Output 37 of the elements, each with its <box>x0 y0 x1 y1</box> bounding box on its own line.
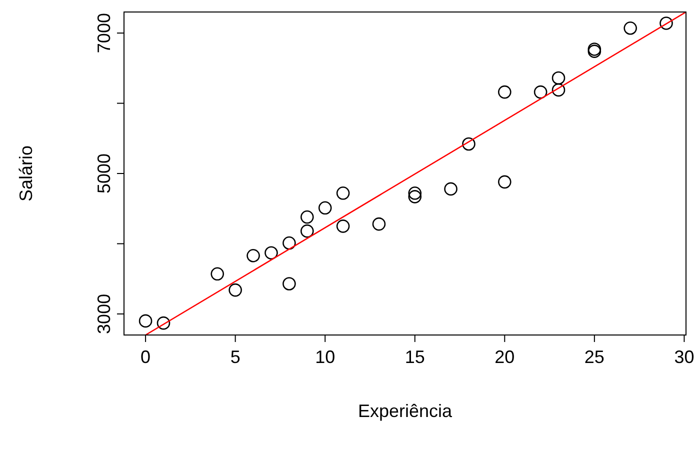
point <box>156 316 170 330</box>
point <box>462 137 476 151</box>
y-tick-label: 5000 <box>94 153 114 194</box>
point <box>498 175 512 189</box>
y-axis-title: Salário <box>16 145 36 202</box>
point <box>228 283 242 297</box>
x-tick-label: 10 <box>315 347 336 367</box>
x-tick-label: 0 <box>140 347 151 367</box>
point <box>282 236 296 250</box>
x-axis-title: Experiência <box>358 401 454 421</box>
point <box>660 16 673 30</box>
y-tick-label: 3000 <box>94 294 114 334</box>
point <box>552 83 566 97</box>
x-tick-label: 20 <box>494 347 515 367</box>
point <box>138 314 152 328</box>
point <box>444 182 458 196</box>
point <box>624 22 637 35</box>
x-tick-label: 15 <box>404 347 425 367</box>
point <box>318 201 332 215</box>
point <box>264 246 278 260</box>
point <box>552 71 566 85</box>
point <box>300 210 314 224</box>
x-tick-label: 25 <box>584 347 604 367</box>
point <box>408 190 422 204</box>
point <box>534 85 548 99</box>
point <box>300 224 314 238</box>
x-tick-label: 30 <box>674 347 694 367</box>
point <box>336 220 350 233</box>
point <box>372 217 386 231</box>
x-tick-label: 5 <box>230 347 240 367</box>
point <box>246 249 260 262</box>
point <box>498 85 512 99</box>
point <box>210 267 224 281</box>
point <box>336 186 350 200</box>
point <box>282 277 296 290</box>
y-tick-label: 7000 <box>94 13 114 54</box>
point <box>408 186 422 200</box>
